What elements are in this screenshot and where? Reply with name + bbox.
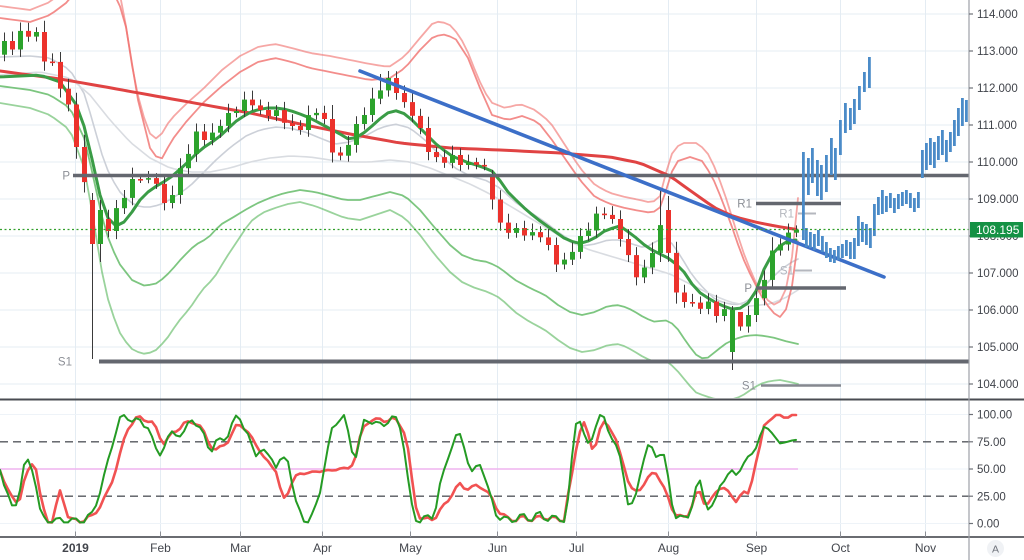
svg-text:109.000: 109.000 bbox=[977, 194, 1019, 206]
svg-text:Nov: Nov bbox=[915, 541, 936, 555]
svg-text:Aug: Aug bbox=[658, 541, 679, 555]
svg-text:Oct: Oct bbox=[831, 541, 850, 555]
svg-text:R1: R1 bbox=[779, 209, 794, 221]
svg-text:Jun: Jun bbox=[488, 541, 507, 555]
svg-text:110.000: 110.000 bbox=[977, 157, 1018, 169]
svg-text:112.000: 112.000 bbox=[977, 83, 1018, 95]
svg-text:P: P bbox=[744, 283, 752, 295]
svg-text:A: A bbox=[992, 544, 999, 556]
svg-text:Jul: Jul bbox=[569, 541, 584, 555]
svg-text:104.000: 104.000 bbox=[977, 379, 1019, 391]
svg-text:May: May bbox=[399, 541, 422, 555]
svg-text:111.000: 111.000 bbox=[977, 120, 1017, 132]
svg-text:S1: S1 bbox=[742, 381, 756, 393]
svg-text:Sep: Sep bbox=[746, 541, 768, 555]
svg-text:S1: S1 bbox=[780, 266, 794, 278]
svg-text:113.000: 113.000 bbox=[977, 46, 1018, 58]
svg-text:100.00: 100.00 bbox=[977, 410, 1012, 422]
svg-text:0.00: 0.00 bbox=[977, 519, 999, 531]
svg-text:50.00: 50.00 bbox=[977, 464, 1006, 476]
svg-text:107.000: 107.000 bbox=[977, 268, 1019, 280]
svg-text:106.000: 106.000 bbox=[977, 305, 1019, 317]
svg-text:2019: 2019 bbox=[62, 541, 89, 555]
svg-text:108.195: 108.195 bbox=[976, 223, 1020, 237]
svg-text:R1: R1 bbox=[737, 199, 752, 211]
svg-text:75.00: 75.00 bbox=[977, 437, 1006, 449]
svg-text:114.000: 114.000 bbox=[977, 9, 1018, 21]
svg-text:Apr: Apr bbox=[313, 541, 332, 555]
svg-text:P: P bbox=[62, 171, 70, 183]
svg-text:25.00: 25.00 bbox=[977, 491, 1006, 503]
svg-text:105.000: 105.000 bbox=[977, 342, 1019, 354]
svg-text:S1: S1 bbox=[58, 357, 72, 369]
svg-text:Mar: Mar bbox=[230, 541, 251, 555]
svg-text:Feb: Feb bbox=[150, 541, 171, 555]
